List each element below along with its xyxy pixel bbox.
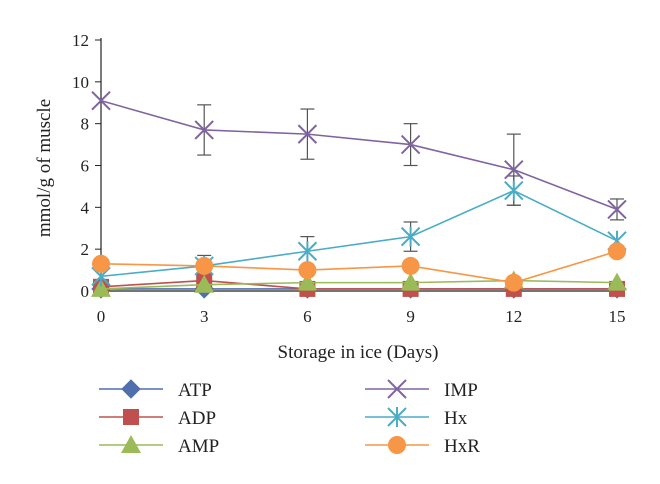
y-tick-label: 2 xyxy=(81,240,90,259)
x-tick-label: 9 xyxy=(406,307,415,326)
data-point-hx xyxy=(504,180,524,201)
data-point-hxr xyxy=(504,273,523,292)
legend-label-amp: AMP xyxy=(178,436,219,457)
data-point-hxr xyxy=(92,254,110,273)
data-point-imp xyxy=(297,124,318,144)
series-line-imp xyxy=(100,99,618,211)
legend-marker-hxr xyxy=(388,436,406,454)
legend-item-imp: IMP xyxy=(365,379,478,401)
error-bars xyxy=(197,104,624,277)
data-point-hxr xyxy=(608,242,626,261)
legend-label-hxr: HxR xyxy=(444,436,480,457)
y-tick-label: 6 xyxy=(81,157,90,176)
y-tick-label: 4 xyxy=(81,198,90,217)
series-line-hx xyxy=(100,189,618,278)
series-adp xyxy=(93,272,625,297)
data-point-imp xyxy=(91,90,111,111)
data-point-amp xyxy=(607,272,627,291)
series-line-amp xyxy=(100,279,618,290)
y-tick-label: 12 xyxy=(72,31,89,50)
legend-item-adp: ADP xyxy=(99,408,216,429)
legend-label-atp: ATP xyxy=(178,380,212,401)
y-tick-label: 0 xyxy=(81,282,90,301)
x-tick-label: 0 xyxy=(97,307,106,326)
series-line-adp xyxy=(100,279,617,290)
x-tick-label: 15 xyxy=(609,307,626,326)
data-point-imp xyxy=(194,120,214,140)
y-tick-label: 10 xyxy=(72,73,89,92)
series-hx xyxy=(91,180,627,287)
legend-marker-hx xyxy=(387,407,407,427)
data-point-hxr xyxy=(195,256,214,275)
legend-label-adp: ADP xyxy=(178,408,216,429)
x-tick-label: 6 xyxy=(303,307,312,326)
legend-item-amp: AMP xyxy=(99,435,219,457)
data-point-hx xyxy=(400,226,421,247)
series-imp xyxy=(91,90,627,220)
data-point-hxr xyxy=(401,256,420,275)
data-point-amp xyxy=(400,272,421,291)
legend: ATP ADP AMP IMP Hx HxR xyxy=(99,379,480,457)
legend-label-hx: Hx xyxy=(444,408,468,429)
series-hxr xyxy=(92,242,626,292)
y-axis-title: mmol/g of muscle xyxy=(34,99,55,237)
data-point-imp xyxy=(607,199,627,220)
x-axis-title: Storage in ice (Days) xyxy=(278,342,439,363)
legend-marker-adp xyxy=(123,409,139,425)
series-group xyxy=(91,90,627,299)
legend-item-hx: Hx xyxy=(365,407,468,429)
x-tick-label: 3 xyxy=(200,307,209,326)
data-point-amp xyxy=(194,274,215,293)
x-tick-label: 12 xyxy=(505,307,522,326)
data-point-imp xyxy=(504,159,524,180)
legend-marker-atp xyxy=(121,379,141,399)
data-point-amp xyxy=(297,272,318,291)
data-point-amp xyxy=(91,278,111,297)
data-point-hx xyxy=(297,241,318,262)
legend-item-hxr: HxR xyxy=(365,436,480,457)
data-point-imp xyxy=(400,134,421,155)
legend-label-imp: IMP xyxy=(444,380,478,401)
y-tick-label: 8 xyxy=(81,115,90,134)
series-amp xyxy=(91,270,627,297)
series-line-hxr xyxy=(100,250,618,284)
legend-marker-imp xyxy=(387,379,407,399)
legend-marker-amp xyxy=(121,435,141,453)
data-point-hxr xyxy=(298,261,317,280)
legend-item-atp: ATP xyxy=(99,379,212,401)
